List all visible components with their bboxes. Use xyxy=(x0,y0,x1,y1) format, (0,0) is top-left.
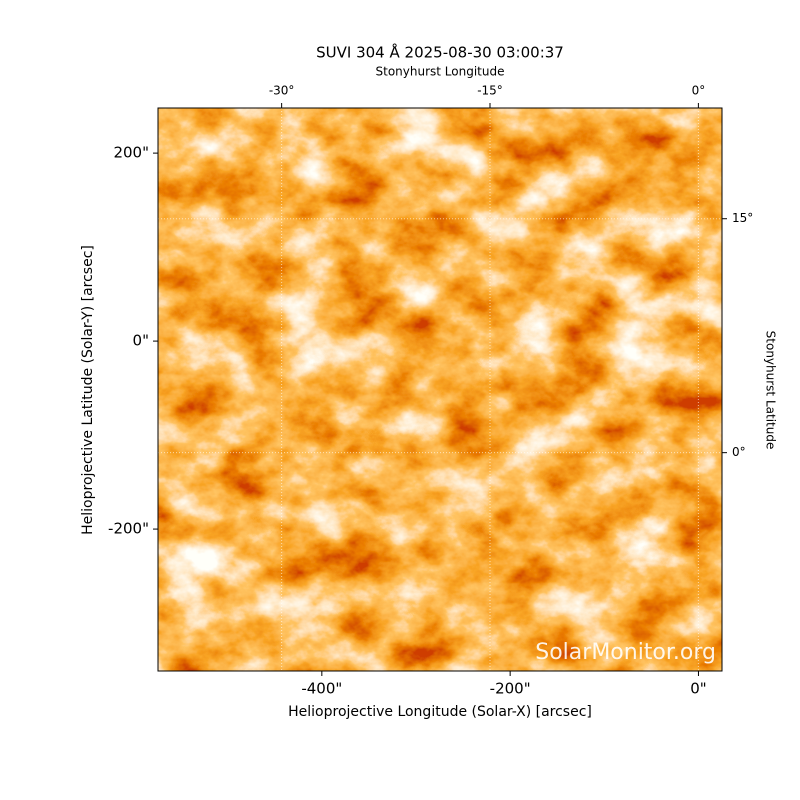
x-tick-label: -200" xyxy=(490,680,531,698)
x2-tick-label: -30° xyxy=(269,84,295,98)
y2-tick-label: 15° xyxy=(732,211,753,225)
plot-frame xyxy=(157,107,723,672)
x2-axis-label: Stonyhurst Longitude xyxy=(376,65,505,79)
y2-axis-label: Stonyhurst Latitude xyxy=(764,331,778,450)
x-tick-label: -400" xyxy=(301,680,342,698)
y-axis-label: Helioprojective Latitude (Solar-Y) [arcs… xyxy=(80,245,96,535)
y-tick-label: -200" xyxy=(108,520,149,538)
x-axis-label: Helioprojective Longitude (Solar-X) [arc… xyxy=(288,704,592,720)
x2-tick-label: -15° xyxy=(477,84,503,98)
y2-tick-label: 0° xyxy=(732,445,746,459)
y-tick-label: 200" xyxy=(113,144,149,162)
watermark: SolarMonitor.org xyxy=(535,640,716,665)
solar-image xyxy=(158,108,722,671)
x2-tick-label: 0° xyxy=(692,84,706,98)
y-tick-label: 0" xyxy=(133,332,149,350)
x-tick-label: 0" xyxy=(690,680,706,698)
chart-title: SUVI 304 Å 2025-08-30 03:00:37 xyxy=(316,43,564,62)
